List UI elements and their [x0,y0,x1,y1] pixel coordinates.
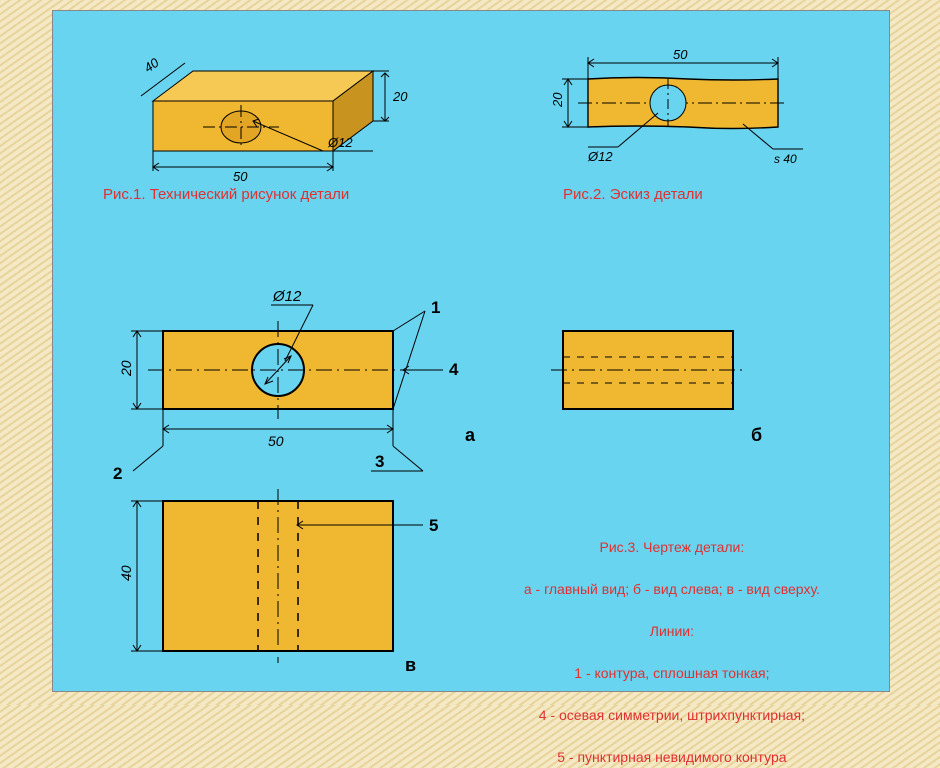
svg-text:40: 40 [141,54,162,75]
fig3-caption: Рис.3. Чертеж детали: [600,539,745,555]
svg-text:20: 20 [118,360,134,377]
svg-text:3: 3 [375,452,384,471]
svg-text:4: 4 [449,360,459,379]
svg-text:50: 50 [673,47,688,62]
fig1-caption: Рис.1. Технический рисунок детали [103,186,349,203]
svg-text:Ø12: Ø12 [587,149,613,164]
svg-text:50: 50 [233,169,248,184]
svg-text:50: 50 [268,433,284,449]
fig3-legend-5: 5 - пунктирная невидимого контура [557,749,786,765]
fig3a-drawing: Ø12 1 4 20 50 2 3 а Ø12 50 20 1 4 2 3 а [63,281,493,481]
svg-text:20: 20 [550,92,565,108]
fig2-drawing: 50 20 Ø12 s 40 50 20 Ø12 s 40 [518,29,818,189]
fig3-legend-4: 4 - осевая симметрии, штрихпунктирная; [539,707,805,723]
fig3-legend-2: Линии: [650,623,694,639]
svg-text:б: б [751,425,762,445]
fig3-legend-1: а - главный вид; б - вид слева; в - вид … [524,581,820,597]
fig3v-drawing: 40 5 в 40 5 в [63,481,493,681]
svg-text:2: 2 [113,464,122,481]
svg-text:s 40: s 40 [774,152,797,166]
fig1-drawing: 40 20 50 Ø12 40 20 50 Ø12 [73,21,433,201]
svg-text:Ø12: Ø12 [327,135,353,150]
svg-text:20: 20 [392,89,408,104]
svg-text:5: 5 [429,516,438,535]
fig2-caption: Рис.2. Эскиз детали [563,186,703,203]
svg-text:Ø12: Ø12 [272,288,302,305]
svg-text:в: в [405,655,416,675]
fig3-legend: Рис.3. Чертеж детали: а - главный вид; б… [453,516,883,768]
diagram-panel: 40 20 50 Ø12 40 20 50 Ø12 Рис.1. Техниче… [52,10,890,692]
fig3-legend-3: 1 - контура, сплошная тонкая; [574,665,769,681]
svg-text:а: а [465,425,476,445]
svg-text:1: 1 [431,298,440,317]
fig3b-drawing: б б [523,301,783,451]
svg-text:40: 40 [118,565,134,581]
